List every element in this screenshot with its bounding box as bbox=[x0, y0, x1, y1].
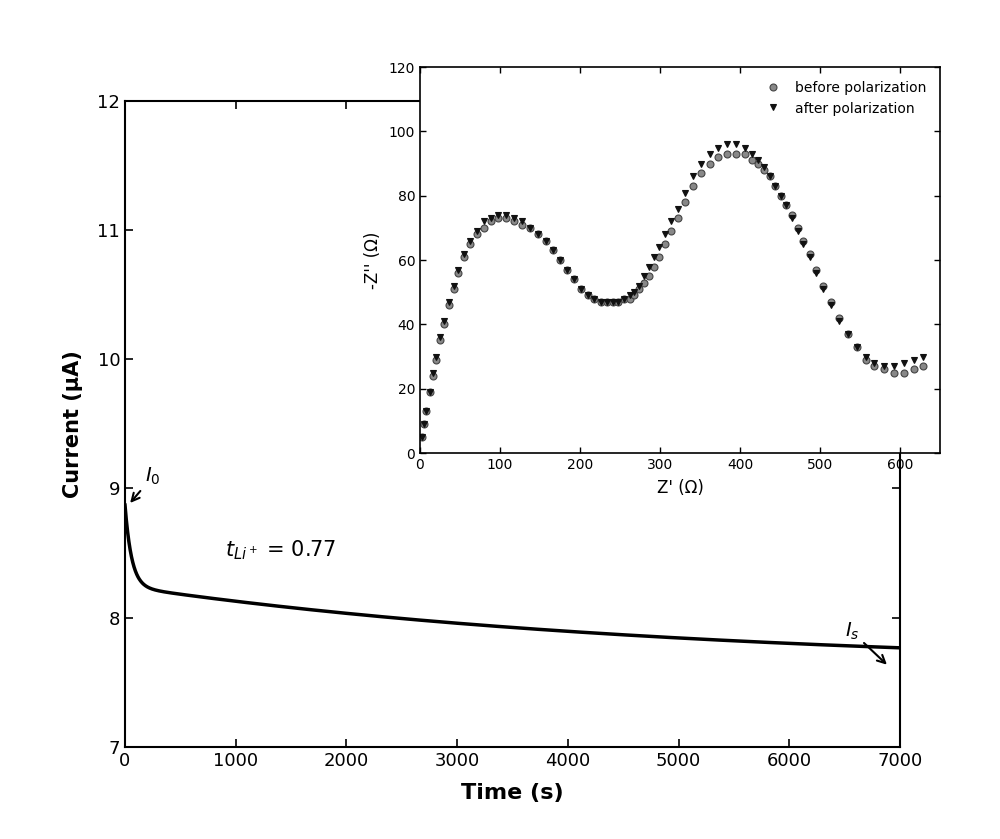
after polarization bbox=[721, 139, 733, 149]
Text: $I_0$: $I_0$ bbox=[132, 466, 160, 501]
after polarization bbox=[416, 432, 428, 442]
after polarization bbox=[612, 297, 624, 307]
after polarization bbox=[568, 274, 580, 284]
Y-axis label: Current (μA): Current (μA) bbox=[63, 350, 83, 498]
before polarization bbox=[561, 265, 573, 275]
after polarization bbox=[601, 297, 613, 307]
before polarization bbox=[601, 297, 613, 307]
after polarization bbox=[485, 213, 497, 223]
Legend: before polarization, after polarization: before polarization, after polarization bbox=[756, 74, 933, 122]
after polarization bbox=[561, 265, 573, 275]
before polarization bbox=[485, 216, 497, 227]
Y-axis label: -Z'' (Ω): -Z'' (Ω) bbox=[364, 232, 382, 289]
after polarization bbox=[917, 352, 929, 362]
Text: $I_s$: $I_s$ bbox=[845, 621, 885, 663]
before polarization bbox=[568, 274, 580, 284]
X-axis label: Z' (Ω): Z' (Ω) bbox=[657, 479, 703, 497]
before polarization bbox=[721, 149, 733, 159]
Line: before polarization: before polarization bbox=[418, 150, 927, 440]
Line: after polarization: after polarization bbox=[418, 141, 927, 440]
after polarization bbox=[659, 229, 671, 239]
before polarization bbox=[659, 239, 671, 249]
before polarization bbox=[917, 361, 929, 371]
before polarization bbox=[612, 297, 624, 307]
before polarization bbox=[416, 432, 428, 442]
X-axis label: Time (s): Time (s) bbox=[461, 784, 564, 804]
Text: $t_{Li^+}$ = 0.77: $t_{Li^+}$ = 0.77 bbox=[225, 539, 335, 562]
